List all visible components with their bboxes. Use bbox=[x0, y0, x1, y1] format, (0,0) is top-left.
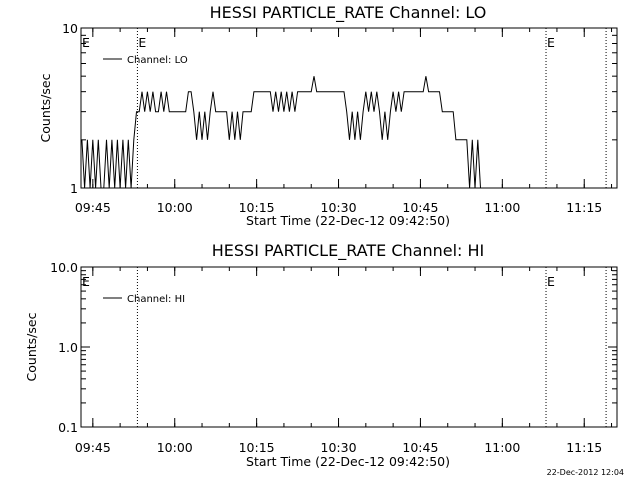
panel-lo: HESSI PARTICLE_RATE Channel: LO Counts/s… bbox=[38, 3, 618, 228]
x-tick-label: 10:00 bbox=[157, 200, 193, 215]
x-axis-label-lo: Start Time (22-Dec-12 09:42:50) bbox=[246, 213, 450, 228]
plot-frame bbox=[80, 266, 618, 428]
x-tick-label: 10:15 bbox=[239, 440, 275, 455]
legend-label: Channel: LO bbox=[127, 55, 188, 66]
panel-hi: HESSI PARTICLE_RATE Channel: HI Counts/s… bbox=[24, 241, 618, 469]
plot-frame bbox=[80, 27, 618, 189]
x-tick-label: 10:15 bbox=[239, 200, 275, 215]
event-label: E bbox=[547, 35, 555, 50]
edge-label: E bbox=[82, 274, 90, 289]
x-tick-label: 09:45 bbox=[75, 200, 111, 215]
series-line-lo bbox=[81, 76, 484, 189]
legend-label: Channel: HI bbox=[127, 294, 185, 305]
event-label: E bbox=[138, 35, 146, 50]
chart-title-hi: HESSI PARTICLE_RATE Channel: HI bbox=[212, 241, 485, 261]
x-tick-label: 11:00 bbox=[484, 440, 520, 455]
x-tick-label: 10:30 bbox=[321, 200, 357, 215]
event-label: E bbox=[547, 274, 555, 289]
x-tick-label: 11:15 bbox=[566, 200, 602, 215]
y-tick-label: 1.0 bbox=[58, 340, 78, 355]
x-tick-label: 11:00 bbox=[484, 200, 520, 215]
x-tick-label: 11:15 bbox=[566, 440, 602, 455]
y-tick-label: 10.0 bbox=[50, 260, 78, 275]
x-tick-label: 09:45 bbox=[75, 440, 111, 455]
x-tick-label: 10:00 bbox=[157, 440, 193, 455]
chart-title-lo: HESSI PARTICLE_RATE Channel: LO bbox=[210, 3, 487, 23]
y-tick-label: 0.1 bbox=[58, 420, 78, 435]
y-tick-label: 10 bbox=[62, 21, 78, 36]
x-tick-label: 10:30 bbox=[321, 440, 357, 455]
x-axis-label-hi: Start Time (22-Dec-12 09:42:50) bbox=[246, 454, 450, 469]
x-tick-label: 10:45 bbox=[402, 440, 438, 455]
y-tick-label: 1 bbox=[70, 181, 78, 196]
timestamp-stamp: 22-Dec-2012 12:04 bbox=[547, 468, 624, 477]
y-axis-label-lo: Counts/sec bbox=[38, 73, 53, 142]
y-axis-label-hi: Counts/sec bbox=[24, 312, 39, 381]
x-tick-label: 10:45 bbox=[402, 200, 438, 215]
edge-label: E bbox=[82, 35, 90, 50]
